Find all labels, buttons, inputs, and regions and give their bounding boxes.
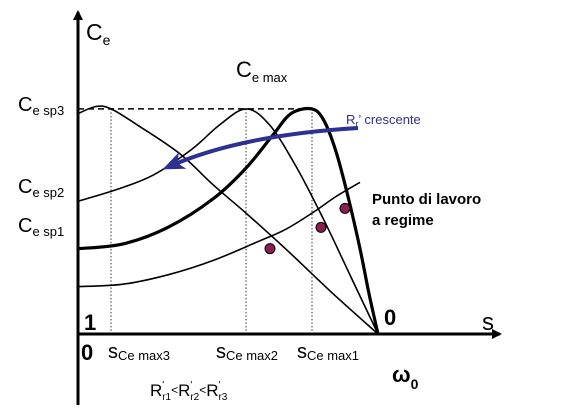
x-axis-label: s [482, 309, 494, 336]
x-tick-label-s-cemax1: sCe max1 [297, 341, 359, 363]
operating-point-2 [315, 221, 327, 233]
load-curve [77, 181, 361, 288]
y-axis-label: Ce [86, 19, 111, 48]
peak-label: Ce max [236, 57, 288, 85]
y-tick-label-ce-sp1: Ce sp1 [18, 215, 64, 239]
torque-curve-2 [77, 108, 379, 335]
annotation-line-2: a regime [372, 212, 434, 229]
torque-curve-3 [77, 105, 379, 335]
x-axis-label-omega: ω0 [392, 362, 419, 392]
operating-point-1 [339, 202, 351, 214]
origin-label-bottom: 0 [81, 340, 93, 365]
y-tick-label-ce-sp2: Ce sp2 [18, 176, 64, 200]
right-end-label: 0 [384, 305, 396, 330]
arrow-label: Rr’ crescente [346, 112, 421, 129]
curves [77, 105, 380, 335]
annotation-line-1: Punto di lavoro [372, 191, 481, 208]
y-tick-label-ce-sp3: Ce sp3 [18, 94, 64, 118]
torque-curve-1 [77, 106, 380, 335]
resistance-relation: R' r1<R' r2<R' r3 [150, 380, 228, 403]
origin-label-top: 1 [84, 310, 96, 335]
x-tick-label-s-cemax3: sCe max3 [108, 341, 170, 363]
operating-points [264, 202, 351, 255]
x-tick-label-s-cemax2: sCe max2 [216, 341, 278, 363]
guide-lines [78, 108, 313, 334]
resistance-increase-arrow [162, 126, 359, 170]
operating-point-3 [264, 243, 276, 255]
